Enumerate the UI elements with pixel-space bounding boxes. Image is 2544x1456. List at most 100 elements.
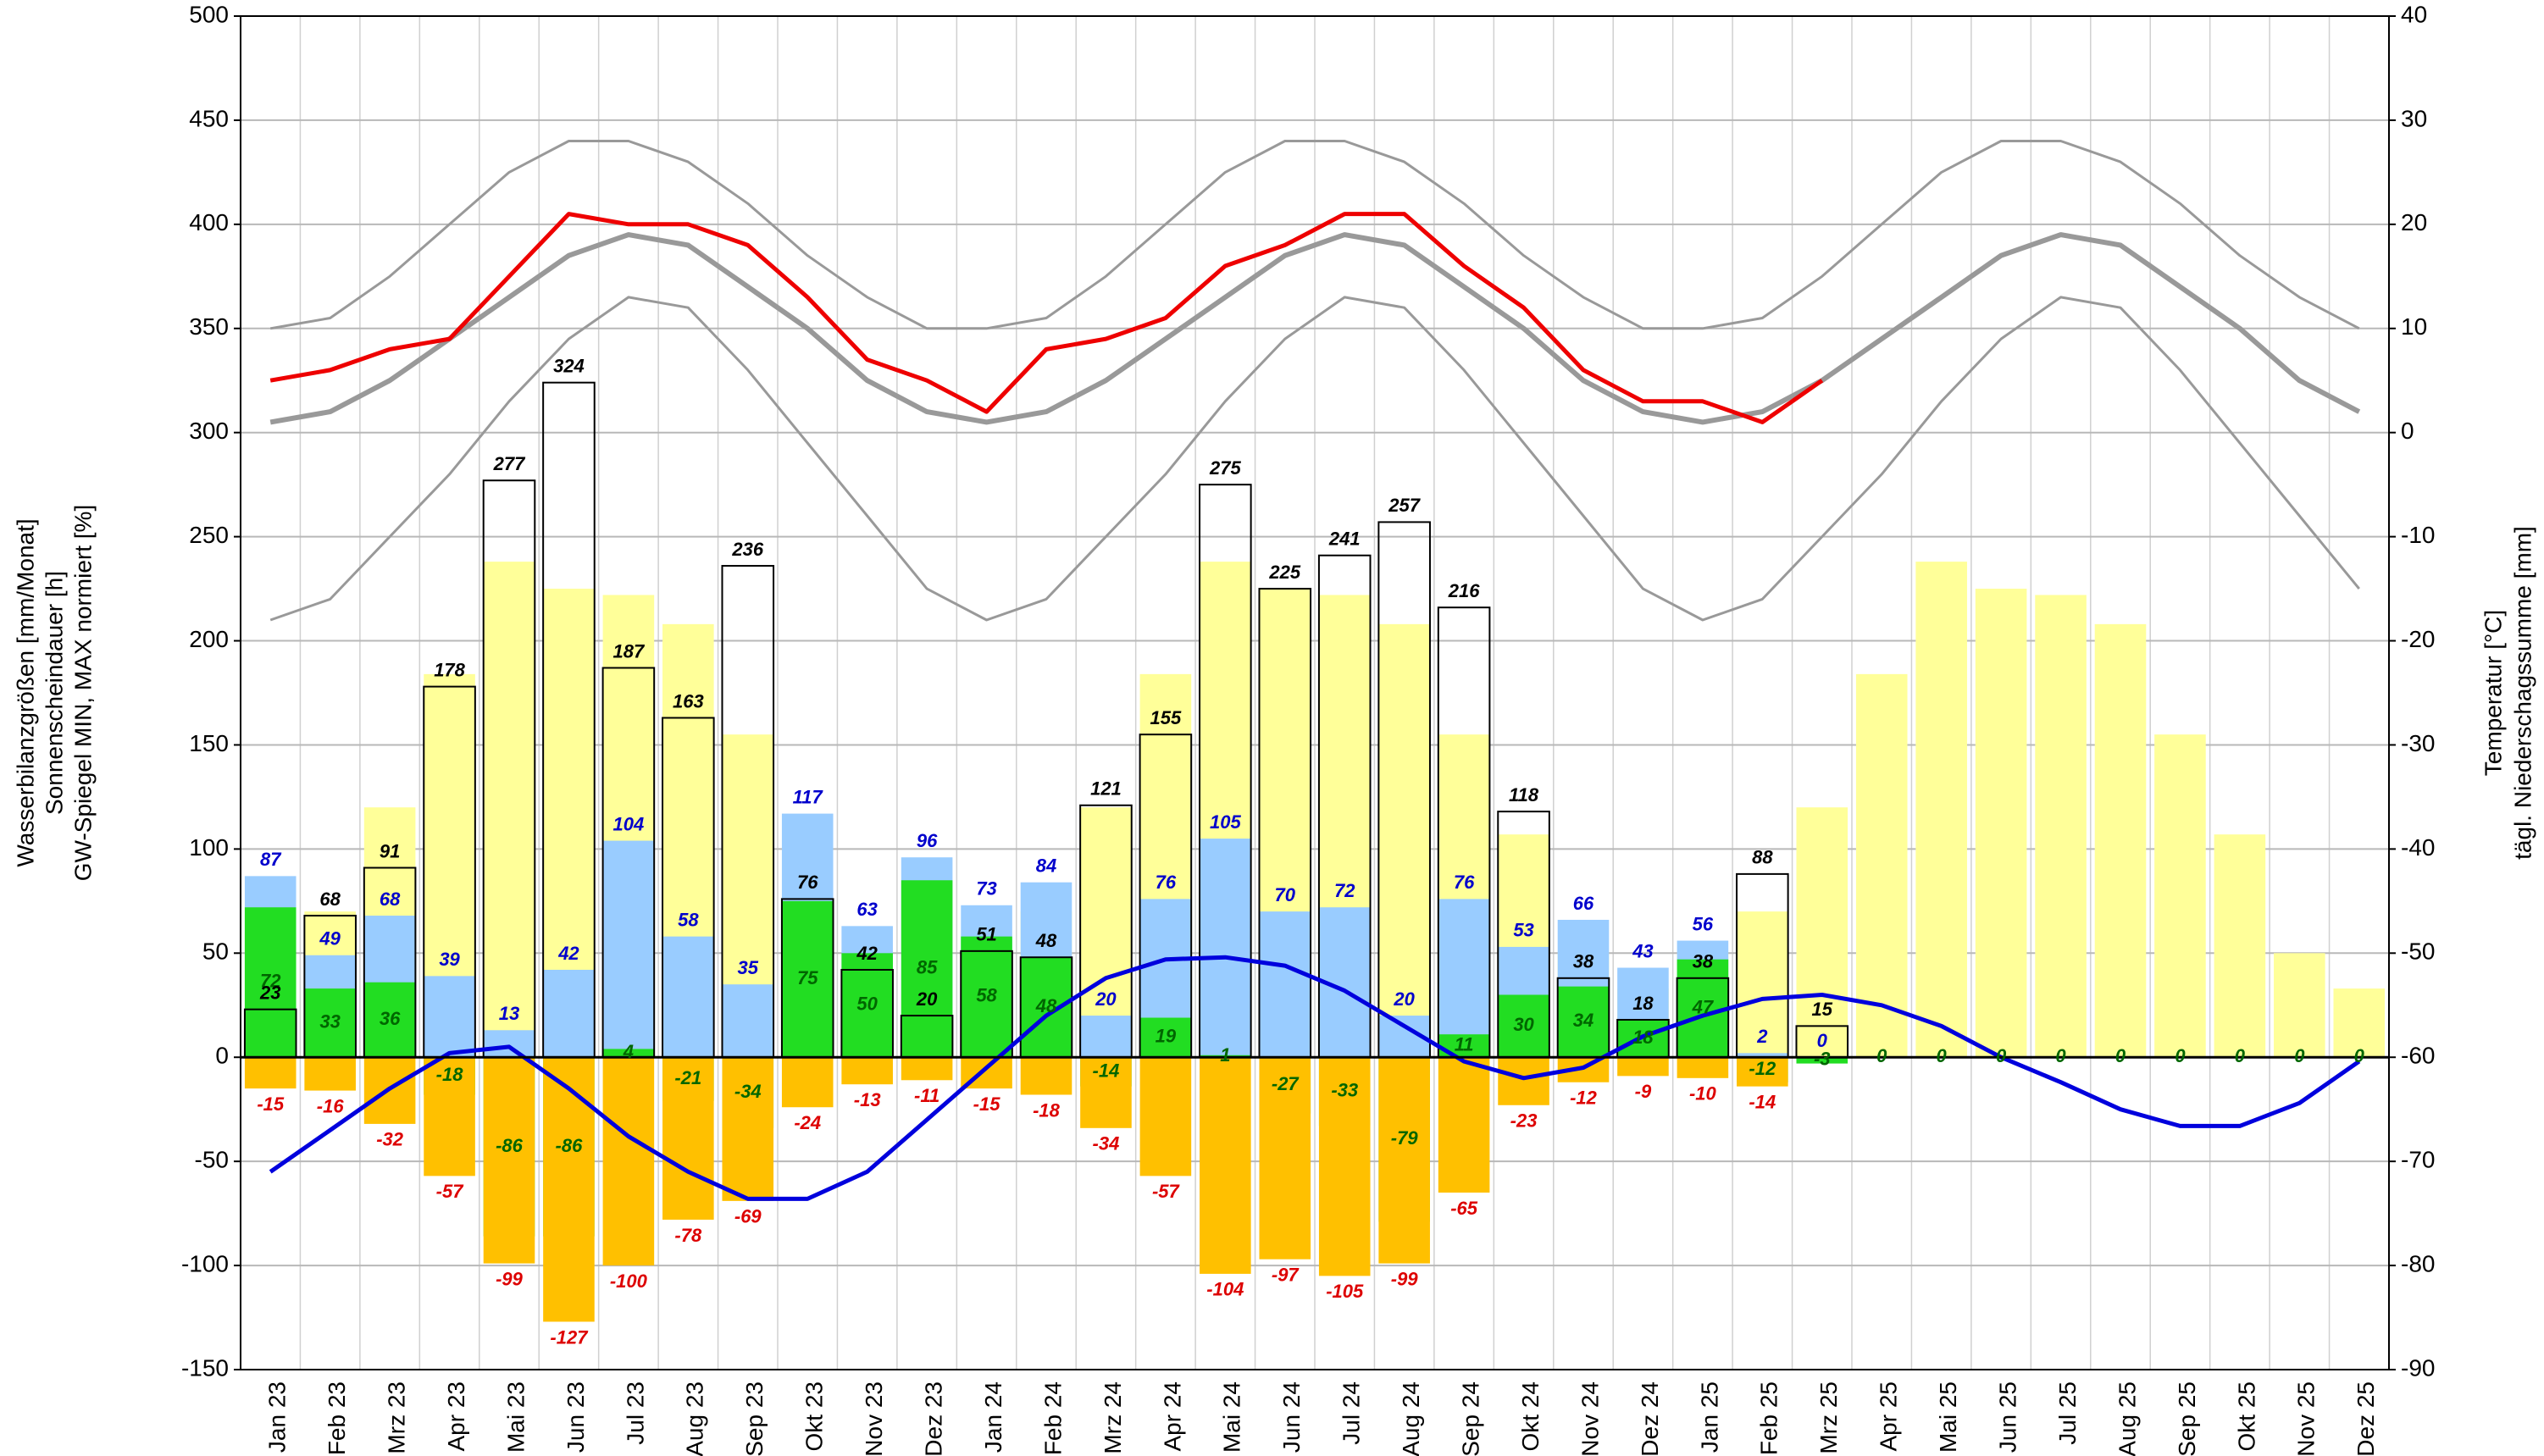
x-tick-label: Okt 24: [1517, 1381, 1544, 1451]
value-label: -127: [550, 1326, 589, 1348]
value-label: 105: [1210, 811, 1241, 833]
value-label: 15: [1812, 999, 1833, 1020]
value-label: 63: [856, 899, 877, 920]
bar: [304, 1057, 356, 1091]
y2-axis-title: tägl. Niederschagssumme [mm]: [2509, 526, 2536, 860]
value-label: 75: [797, 967, 818, 988]
bar: [1796, 807, 1848, 1058]
x-tick-label: Sep 23: [741, 1381, 768, 1456]
value-label: 0: [2294, 1045, 2305, 1066]
value-label: 96: [917, 830, 938, 851]
value-label: 104: [613, 813, 645, 834]
bar: [2154, 734, 2206, 1058]
value-label: 35: [738, 957, 759, 978]
value-label: 73: [976, 878, 996, 900]
bar: [781, 900, 834, 1058]
bar: [1080, 1016, 1132, 1058]
value-label: 43: [1632, 940, 1653, 961]
value-label: 0: [2235, 1045, 2246, 1066]
value-label: -18: [1033, 1099, 1061, 1121]
line: [269, 296, 2360, 622]
bar: [1020, 1057, 1072, 1095]
x-tick-label: Mai 23: [502, 1381, 529, 1453]
value-label: -13: [854, 1089, 881, 1110]
value-label: 0: [1996, 1045, 2007, 1066]
bar: [363, 982, 416, 1058]
value-label: 39: [439, 949, 460, 970]
x-tick-label: Sep 25: [2174, 1381, 2200, 1456]
x-tick-label: Dez 24: [1637, 1381, 1663, 1456]
value-label: -57: [436, 1181, 465, 1202]
y-tick-label: 500: [189, 1, 229, 27]
value-label: 56: [1693, 913, 1714, 934]
x-tick-label: Feb 24: [1039, 1381, 1066, 1455]
x-tick-label: Feb 23: [324, 1381, 350, 1455]
value-label: -15: [973, 1093, 1001, 1115]
y2-tick-label: -20: [2401, 626, 2435, 652]
value-label: 34: [1573, 1010, 1593, 1031]
y2-tick-label: -70: [2401, 1147, 2435, 1173]
y2-tick-label: -50: [2401, 938, 2435, 965]
bar: [841, 1057, 893, 1085]
value-label: -23: [1510, 1110, 1538, 1132]
x-tick-label: Okt 23: [801, 1381, 828, 1451]
value-label: 163: [673, 690, 704, 711]
value-label: -34: [1093, 1133, 1120, 1154]
value-label: 72: [1334, 880, 1355, 901]
bar: [1975, 589, 2027, 1058]
value-label: 48: [1035, 995, 1057, 1016]
value-label: -69: [734, 1206, 762, 1227]
x-tick-label: Feb 25: [1756, 1381, 1782, 1455]
value-label: 48: [1035, 930, 1057, 951]
bar: [1139, 1057, 1192, 1176]
x-tick-label: Aug 25: [2114, 1381, 2140, 1456]
bar: [901, 1057, 953, 1081]
y-tick-label: -100: [181, 1250, 229, 1276]
value-label: 0: [1937, 1045, 1948, 1066]
value-label: 18: [1632, 993, 1654, 1014]
bar: [1378, 623, 1430, 1058]
x-tick-label: Apr 25: [1876, 1381, 1902, 1452]
bar: [1855, 673, 1908, 1058]
x-tick-label: Jun 25: [1995, 1381, 2021, 1453]
bar: [304, 988, 356, 1058]
x-tick-label: Dez 25: [2353, 1381, 2379, 1456]
line: [269, 955, 2361, 1201]
x-tick-label: Mrz 23: [384, 1381, 410, 1454]
y2-tick-label: 0: [2401, 418, 2414, 444]
bar: [244, 1057, 297, 1089]
value-label: 42: [856, 943, 878, 964]
value-label: 0: [2115, 1045, 2126, 1066]
x-tick-label: Mrz 25: [1815, 1381, 1842, 1454]
bar: [602, 840, 655, 1058]
y-tick-label: 350: [189, 313, 229, 340]
value-label: 91: [380, 840, 400, 861]
value-label: 38: [1693, 951, 1714, 972]
x-tick-label: Jun 24: [1278, 1381, 1305, 1453]
x-tick-label: Nov 25: [2293, 1381, 2320, 1456]
bar: [1557, 986, 1610, 1058]
value-label: 70: [1275, 884, 1296, 905]
value-label: 76: [1454, 872, 1475, 893]
value-label: 155: [1150, 707, 1182, 728]
value-label: 47: [1692, 996, 1715, 1017]
line: [269, 140, 2360, 330]
value-label: -15: [257, 1093, 285, 1115]
bar: [1677, 1057, 1729, 1078]
y-tick-label: -50: [195, 1147, 229, 1173]
value-label: 0: [1817, 1030, 1828, 1051]
value-label: 36: [380, 1008, 401, 1029]
y-axis-title: GW-Spiegel MIN, MAX normiert [%]: [69, 505, 96, 881]
x-tick-label: Okt 25: [2233, 1381, 2259, 1451]
value-label: -10: [1689, 1083, 1717, 1104]
x-tick-label: Apr 23: [443, 1381, 469, 1452]
value-label: 11: [1455, 1034, 1474, 1055]
y2-tick-label: 40: [2401, 1, 2427, 27]
bar: [483, 1030, 535, 1058]
value-label: -18: [436, 1064, 464, 1085]
bar: [901, 880, 953, 1058]
x-tick-label: Jun 23: [563, 1381, 589, 1453]
y-tick-label: 250: [189, 522, 229, 548]
value-label: 76: [1156, 872, 1177, 893]
